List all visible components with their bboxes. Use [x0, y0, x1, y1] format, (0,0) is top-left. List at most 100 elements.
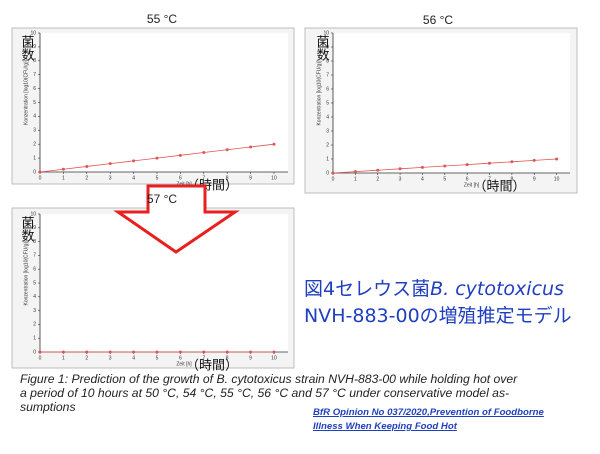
data-point: [249, 145, 253, 149]
x-tick-label: 7: [202, 355, 205, 361]
x-tick-label: 5: [156, 355, 159, 361]
data-point: [376, 168, 380, 172]
y-tick-label: 6: [33, 86, 36, 92]
data-point: [108, 350, 112, 354]
heading-rest: NVH-883-00の増殖推定モデル: [304, 305, 572, 327]
y-tick-label: 1: [33, 336, 36, 342]
data-point: [272, 350, 276, 354]
x-tick-label: 6: [179, 355, 182, 361]
data-point: [353, 170, 357, 174]
x-tick-label: 8: [226, 355, 229, 361]
data-point: [38, 170, 42, 174]
caption-line: a period of 10 hours at 50 °C, 54 °C, 55…: [20, 386, 510, 400]
data-point: [510, 160, 514, 164]
x-tick-label: 3: [109, 175, 112, 181]
source-link[interactable]: BfR Opinion No 037/2020,Prevention of Fo…: [313, 406, 544, 434]
x-tick-label: 9: [249, 355, 252, 361]
source-line[interactable]: Illness When Keeping Food Hot: [313, 421, 457, 432]
x-tick-label: 2: [376, 176, 379, 182]
y-tick-label: 2: [33, 142, 36, 148]
x-axis-label: Zeit [h]: [464, 182, 480, 188]
y-tick-label: 1: [33, 155, 36, 161]
y-axis-label-ja: 菌数: [20, 216, 35, 242]
data-point: [532, 158, 536, 162]
data-point: [85, 164, 89, 168]
data-point: [155, 350, 159, 354]
data-point: [488, 161, 492, 165]
y-tick-label: 4: [326, 114, 329, 120]
y-tick-label: 4: [33, 114, 36, 120]
y-tick-label: 4: [33, 294, 36, 300]
x-tick-label: 5: [443, 176, 446, 182]
y-tick-label: 6: [326, 86, 329, 92]
x-tick-label: 2: [85, 175, 88, 181]
y-tick-label: 7: [326, 72, 329, 78]
y-axis-label: Konzentration [log10(CFU/g)]: [316, 60, 322, 126]
x-tick-label: 5: [156, 175, 159, 181]
data-point: [555, 157, 559, 161]
data-point: [225, 148, 229, 152]
y-tick-label: 7: [33, 72, 36, 78]
y-tick-label: 9: [33, 44, 36, 50]
x-tick-label: 4: [421, 176, 424, 182]
x-axis-label-ja: （時間）: [473, 178, 525, 193]
caption-line: sumptions: [20, 400, 76, 414]
data-point: [202, 151, 206, 155]
x-tick-label: 10: [554, 176, 560, 182]
x-tick-label: 6: [179, 175, 182, 181]
x-axis-label: Zeit [h]: [176, 181, 192, 187]
y-tick-label: 3: [326, 128, 329, 134]
data-point: [331, 171, 335, 175]
x-tick-label: 1: [62, 175, 65, 181]
y-tick-label: 5: [33, 280, 36, 286]
plot-area: [333, 33, 570, 173]
x-tick-label: 0: [39, 175, 42, 181]
y-axis-label-ja: 菌数: [315, 35, 330, 61]
y-tick-label: 1: [326, 156, 329, 162]
x-tick-label: 1: [354, 176, 357, 182]
plot-area: [40, 33, 288, 172]
data-point: [202, 350, 206, 354]
y-tick-label: 8: [326, 58, 329, 64]
x-tick-label: 8: [510, 176, 513, 182]
y-tick-label: 5: [33, 100, 36, 106]
y-tick-label: 3: [33, 128, 36, 134]
y-axis-label: Konzentration [log10(CFU/g)]: [23, 240, 29, 306]
y-axis-label: Konzentration [log10(CFU/g)]: [23, 59, 29, 125]
data-point: [398, 167, 402, 171]
y-tick-label: 0: [33, 169, 36, 175]
x-tick-label: 4: [132, 175, 135, 181]
data-point: [132, 350, 136, 354]
data-point: [61, 167, 65, 171]
x-axis-label-ja: （時間）: [186, 357, 238, 372]
y-tick-label: 2: [33, 322, 36, 328]
source-line[interactable]: BfR Opinion No 037/2020,Prevention of Fo…: [313, 407, 544, 418]
chart-title: 55 °C: [147, 12, 177, 26]
x-tick-label: 4: [132, 355, 135, 361]
y-tick-label: 7: [33, 253, 36, 259]
x-tick-label: 7: [202, 175, 205, 181]
data-point: [155, 156, 159, 160]
data-point: [108, 162, 112, 166]
y-tick-label: 2: [326, 142, 329, 148]
x-tick-label: 6: [466, 176, 469, 182]
caption: Figure 1: Prediction of the growth of B.…: [20, 372, 517, 414]
data-point: [443, 164, 447, 168]
arrow: [113, 184, 240, 254]
y-tick-label: 10: [323, 30, 329, 36]
heading-species: B. cytotoxicus: [430, 278, 564, 300]
y-tick-label: 8: [33, 58, 36, 64]
data-point: [132, 159, 136, 163]
y-tick-label: 10: [30, 211, 36, 217]
y-tick-label: 0: [33, 349, 36, 355]
data-point: [38, 350, 42, 354]
data-point: [85, 350, 89, 354]
data-point: [61, 350, 65, 354]
x-tick-label: 9: [249, 175, 252, 181]
y-tick-label: 0: [326, 170, 329, 176]
data-point: [178, 153, 182, 157]
chart-title: 56 °C: [423, 13, 453, 27]
data-point: [178, 350, 182, 354]
